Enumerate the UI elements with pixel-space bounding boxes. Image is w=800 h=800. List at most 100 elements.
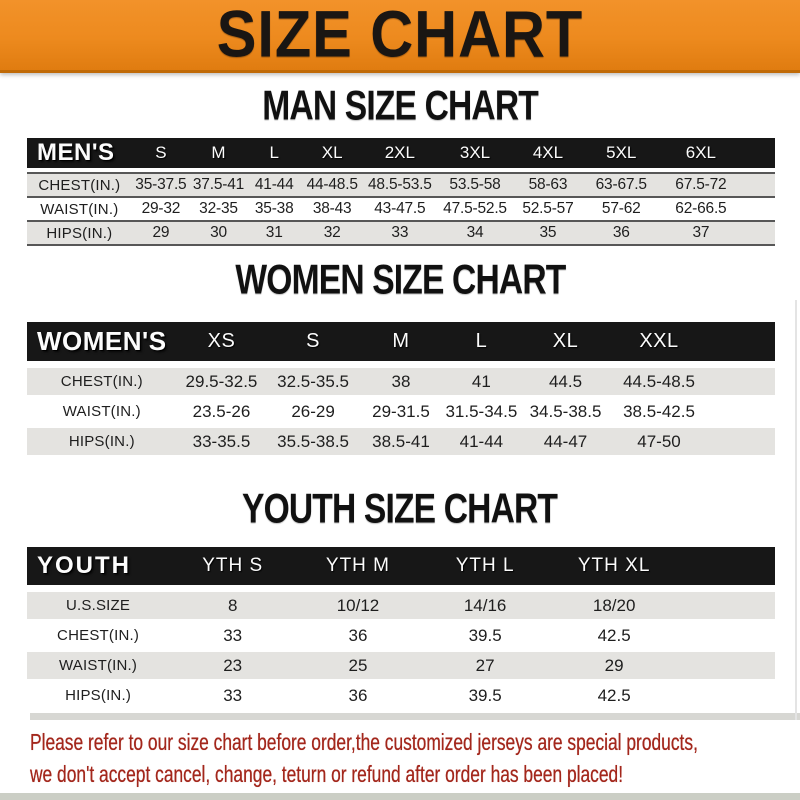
size-value: 42.5 (550, 619, 678, 649)
women-size-table-grid: WOMEN'S XS S M L XL XXL CHEST(IN.) 29.5-32.5 32.5… (27, 322, 775, 455)
spacer-cell (707, 322, 775, 365)
row-label: WAIST(IN.) (27, 649, 170, 679)
size-column-header: YTH L (419, 547, 551, 589)
size-value: 31 (246, 220, 302, 246)
size-value: 47-50 (610, 425, 708, 455)
main-title: SIZE CHART (216, 0, 584, 72)
size-column-header: YTH XL (550, 547, 678, 589)
row-label: CHEST(IN.) (27, 172, 132, 196)
size-value: 57-62 (582, 196, 660, 220)
size-value: 27 (419, 649, 551, 679)
size-value: 14/16 (419, 589, 551, 619)
spacer-cell (677, 547, 775, 589)
men-heading-text: MAN SIZE CHART (262, 82, 539, 130)
size-column-header: S (131, 138, 191, 172)
measurement-row: HIPS(IN.) 33-35.5 35.5-38.5 38.5-41 41-44 44-… (27, 425, 775, 455)
size-value: 29-32 (131, 196, 191, 220)
spacer-cell (677, 589, 775, 619)
size-column-header: S (266, 322, 360, 365)
size-value: 44.5-48.5 (610, 365, 708, 395)
size-value: 36 (296, 619, 420, 649)
size-value: 23 (169, 649, 297, 679)
size-value: 39.5 (419, 679, 551, 709)
men-size-table-grid: MEN'S S M L XL 2XL 3XL 4XL 5XL 6XL CHEST(IN.) 35-37… (27, 138, 775, 246)
size-value: 41 (442, 365, 521, 395)
spacer-cell (742, 220, 775, 246)
measurement-row: CHEST(IN.) 35-37.5 37.5-41 41-44 44-48.5 48.5… (27, 172, 775, 196)
size-value: 39.5 (419, 619, 551, 649)
bottom-edge-strip (0, 793, 800, 800)
size-value: 38.5-41 (359, 425, 443, 455)
size-value: 30 (190, 220, 247, 246)
size-value: 10/12 (296, 589, 420, 619)
size-value: 32.5-35.5 (266, 365, 360, 395)
row-label: CHEST(IN.) (27, 619, 170, 649)
size-column-header: 2XL (362, 138, 437, 172)
size-value: 41-44 (442, 425, 521, 455)
size-column-header: XXL (610, 322, 708, 365)
size-value: 35-37.5 (131, 172, 191, 196)
table-title-cell: WOMEN'S (27, 322, 177, 365)
measurement-row: WAIST(IN.) 23.5-26 26-29 29-31.5 31.5-34.5 34… (27, 395, 775, 425)
size-value: 29 (550, 649, 678, 679)
right-edge-line (795, 300, 797, 720)
size-value: 47.5-52.5 (436, 196, 514, 220)
row-label: CHEST(IN.) (27, 365, 177, 395)
spacer-cell (742, 196, 775, 220)
women-section-heading: WOMEN SIZE CHART (0, 256, 800, 304)
measurement-row: HIPS(IN.) 33 36 39.5 42.5 (27, 679, 775, 709)
size-value: 38 (359, 365, 443, 395)
youth-size-table: YOUTH YTH S YTH M YTH L YTH XL U.S.SIZE 8 10/12… (27, 547, 775, 709)
measurement-row: CHEST(IN.) 29.5-32.5 32.5-35.5 38 41 44.5 44.5… (27, 365, 775, 395)
size-column-header: YTH M (296, 547, 420, 589)
size-column-header: 3XL (436, 138, 514, 172)
size-value: 26-29 (266, 395, 360, 425)
spacer-cell (707, 395, 775, 425)
size-value: 38.5-42.5 (610, 395, 708, 425)
size-value: 33 (362, 220, 437, 246)
measurement-row: CHEST(IN.) 33 36 39.5 42.5 (27, 619, 775, 649)
size-value: 37.5-41 (190, 172, 247, 196)
row-label: HIPS(IN.) (27, 220, 132, 246)
footer-note: Please refer to our size chart before or… (30, 727, 770, 790)
youth-size-table-grid: YOUTH YTH S YTH M YTH L YTH XL U.S.SIZE 8 10/12… (27, 547, 775, 709)
size-value: 35-38 (246, 196, 302, 220)
men-size-table: MEN'S S M L XL 2XL 3XL 4XL 5XL 6XL CHEST(IN.) 35-37… (27, 138, 775, 246)
size-value: 36 (582, 220, 660, 246)
size-value: 53.5-58 (436, 172, 514, 196)
title-banner: SIZE CHART (0, 0, 800, 73)
size-value: 62-66.5 (659, 196, 743, 220)
size-value: 41-44 (246, 172, 302, 196)
size-value: 34.5-38.5 (520, 395, 611, 425)
size-value: 67.5-72 (659, 172, 743, 196)
size-value: 33-35.5 (176, 425, 267, 455)
table-bottom-divider (30, 713, 800, 720)
size-value: 33 (169, 679, 297, 709)
size-value: 34 (436, 220, 514, 246)
women-size-table: WOMEN'S XS S M L XL XXL CHEST(IN.) 29.5-32.5 32.5… (27, 322, 775, 455)
youth-heading-text: YOUTH SIZE CHART (242, 485, 558, 533)
size-value: 29 (131, 220, 191, 246)
size-value: 44.5 (520, 365, 611, 395)
size-value: 42.5 (550, 679, 678, 709)
size-value: 29.5-32.5 (176, 365, 267, 395)
measurement-row: WAIST(IN.) 23 25 27 29 (27, 649, 775, 679)
size-value: 18/20 (550, 589, 678, 619)
size-value: 58-63 (513, 172, 583, 196)
spacer-cell (707, 365, 775, 395)
women-heading-text: WOMEN SIZE CHART (234, 256, 566, 304)
youth-section-heading: YOUTH SIZE CHART (0, 485, 800, 533)
size-column-header: M (190, 138, 247, 172)
size-column-header: L (246, 138, 302, 172)
size-value: 63-67.5 (582, 172, 660, 196)
table-title-cell: MEN'S (27, 138, 132, 172)
size-value: 32-35 (190, 196, 247, 220)
table-header-row: MEN'S S M L XL 2XL 3XL 4XL 5XL 6XL (27, 138, 775, 172)
spacer-cell (677, 619, 775, 649)
size-value: 37 (659, 220, 743, 246)
men-section-heading: MAN SIZE CHART (0, 82, 800, 130)
size-value: 44-47 (520, 425, 611, 455)
size-value: 35 (513, 220, 583, 246)
footer-note-line-2: we don't accept cancel, change, teturn o… (30, 760, 624, 787)
